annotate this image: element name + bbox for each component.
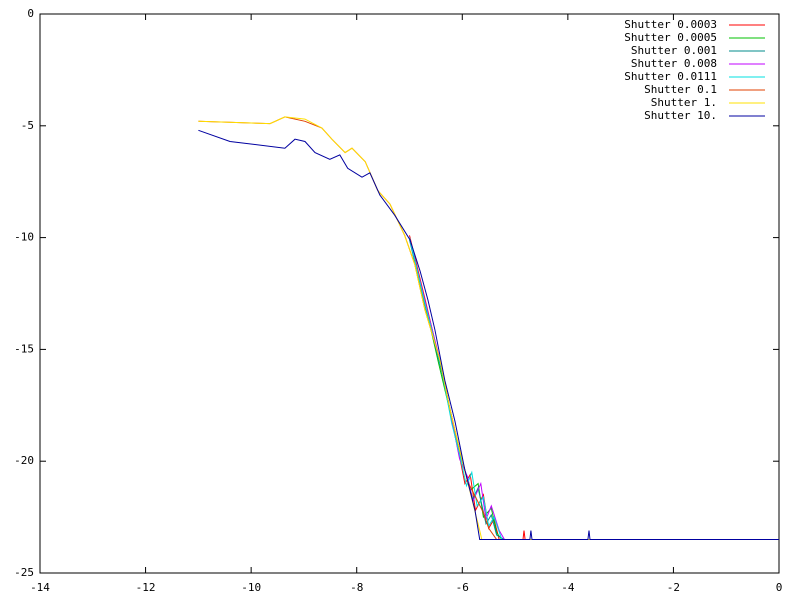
x-tick-label: -8 [350, 581, 363, 594]
series-line [409, 237, 779, 540]
y-tick-label: -25 [14, 566, 34, 579]
x-tick-label: -14 [30, 581, 50, 594]
legend-label: Shutter 0.0111 [624, 70, 717, 83]
legend-label: Shutter 0.1 [644, 83, 717, 96]
x-tick-label: -12 [136, 581, 156, 594]
series-line [198, 129, 779, 540]
x-tick-label: 0 [776, 581, 783, 594]
x-tick-label: -10 [241, 581, 261, 594]
y-tick-label: -20 [14, 454, 34, 467]
series-line [409, 237, 779, 540]
series-line [198, 116, 779, 540]
y-tick-label: -10 [14, 231, 34, 244]
legend-label: Shutter 0.0005 [624, 31, 717, 44]
legend-label: Shutter 0.008 [631, 57, 717, 70]
legend-label: Shutter 0.0003 [624, 18, 717, 31]
x-tick-label: -2 [667, 581, 680, 594]
legend-label: Shutter 10. [644, 109, 717, 122]
series-line [409, 239, 779, 540]
plot-frame [39, 13, 780, 574]
y-tick-label: 0 [27, 7, 34, 20]
series-line [198, 116, 779, 540]
series-line [409, 235, 779, 540]
series-line [409, 237, 779, 540]
legend-label: Shutter 0.001 [631, 44, 717, 57]
legend-label: Shutter 1. [651, 96, 717, 109]
x-tick-label: -4 [561, 581, 575, 594]
y-tick-label: -15 [14, 342, 34, 355]
y-tick-label: -5 [21, 119, 34, 132]
x-tick-label: -6 [456, 581, 469, 594]
